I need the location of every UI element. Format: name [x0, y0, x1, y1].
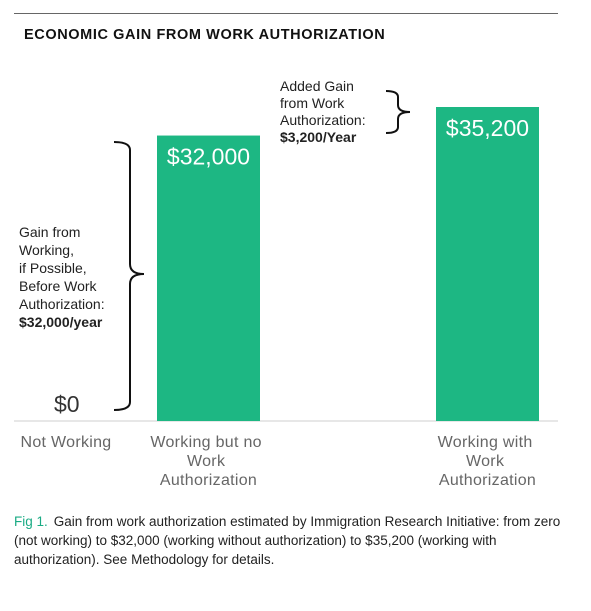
figure-label: Fig 1. [14, 514, 48, 529]
bar-label-zero: $0 [54, 391, 80, 417]
chart-title: ECONOMIC GAIN FROM WORK AUTHORIZATION [24, 27, 386, 43]
annotation-added-gain: Added Gain from Work Authorization: $3,2… [280, 78, 370, 145]
bar-chart: $0 $32,000 $35,200 Not Working Working b… [14, 78, 558, 489]
category-label-working-with-authorization: Working with Work Authorization [438, 434, 538, 489]
category-label-working-no-authorization: Working but no Work Authorization [150, 434, 266, 489]
figure-caption: Fig 1. Gain from work authorization estim… [14, 512, 564, 569]
bar-working-with-authorization [436, 107, 539, 421]
caption-text: Gain from work authorization estimated b… [14, 514, 561, 567]
brace-gain-from-working [113, 141, 145, 411]
bar-label-32000: $32,000 [167, 144, 250, 170]
bar-label-35200: $35,200 [446, 115, 529, 141]
top-rule [14, 13, 558, 14]
category-label-not-working: Not Working [20, 434, 111, 451]
bar-working-no-authorization [157, 135, 260, 421]
brace-added-gain [385, 90, 411, 134]
annotation-gain-from-working: Gain from Working, if Possible, Before W… [19, 224, 109, 330]
